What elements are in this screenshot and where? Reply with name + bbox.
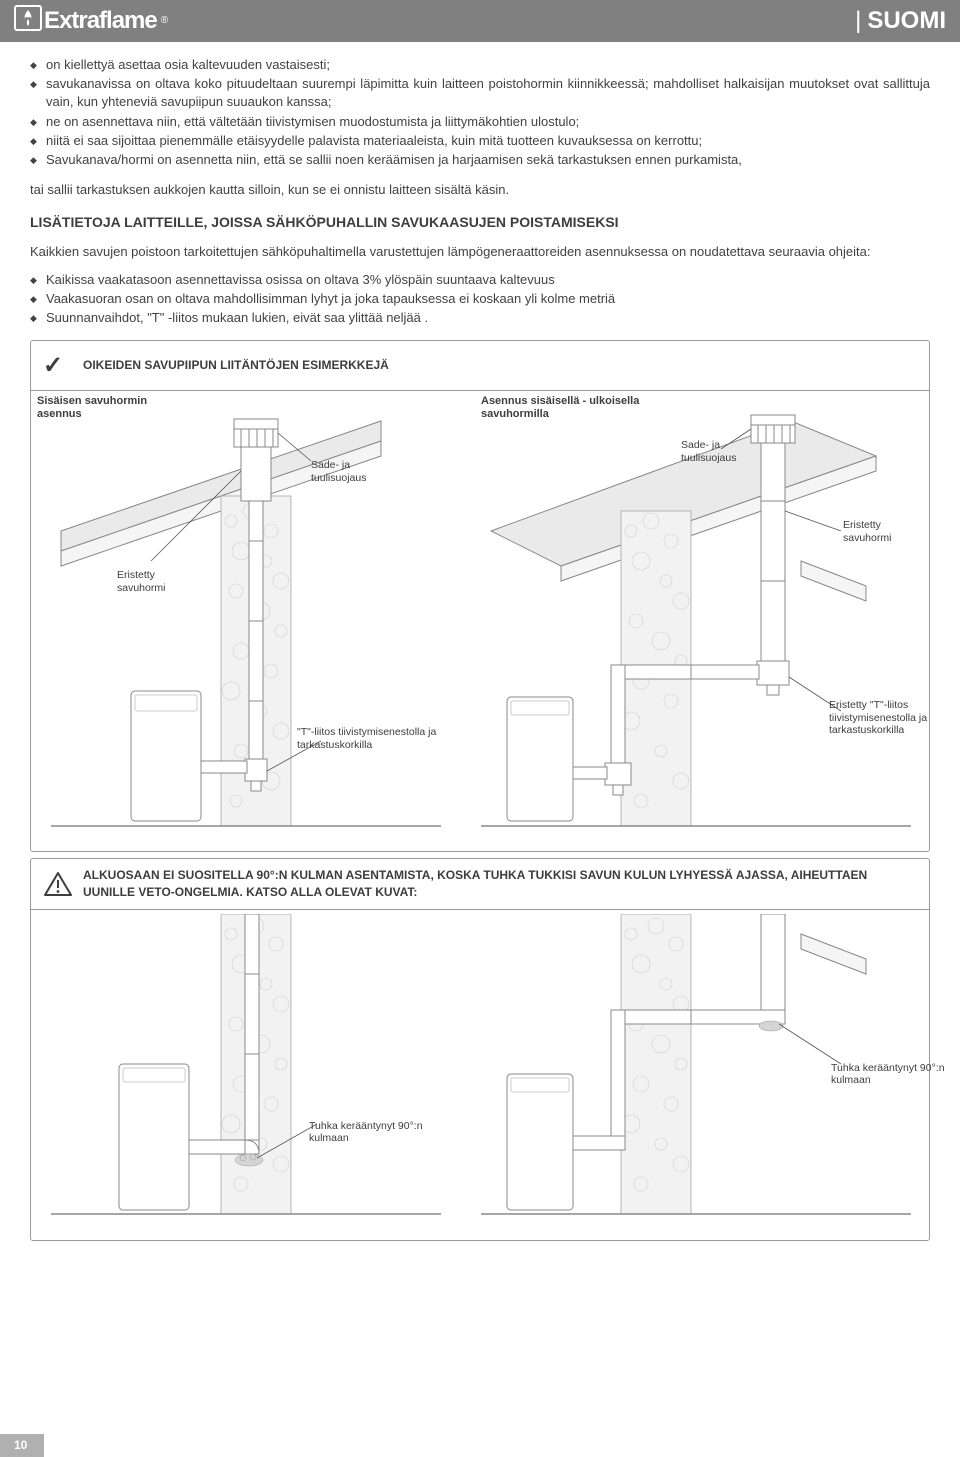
- box-title: OIKEIDEN SAVUPIIPUN LIITÄNTÖJEN ESIMERKK…: [83, 357, 389, 374]
- box-header: ✓ OIKEIDEN SAVUPIIPUN LIITÄNTÖJEN ESIMER…: [31, 341, 929, 392]
- diagram-area-incorrect: Tuhka kerääntynyt 90°:n kulmaan: [31, 910, 929, 1240]
- page-number: 10: [0, 1434, 44, 1457]
- lang-code: SUOMI: [867, 7, 946, 34]
- page-header: Extraflame ® |SUOMI: [0, 0, 960, 42]
- label-ash-2: Tuhka kerääntynyt 90°:n kulmaan: [831, 1062, 951, 1087]
- intro-text: Kaikkien savujen poistoon tarkoitettujen…: [30, 243, 930, 261]
- list-item: savukanavissa on oltava koko pituudeltaa…: [30, 75, 930, 111]
- label-insulated-2: Eristetty savuhormi: [843, 519, 923, 544]
- label-tfitting-2: Eristetty "T"-liitos tiivistymisenestoll…: [829, 699, 959, 737]
- continuation-text: tai sallii tarkastuksen aukkojen kautta …: [30, 181, 930, 199]
- language-indicator: |SUOMI: [855, 4, 946, 38]
- box-header: ALKUOSAAN EI SUOSITELLA 90°:N KULMAN ASE…: [31, 859, 929, 910]
- list-item: on kiellettyä asettaa osia kaltevuuden v…: [30, 56, 930, 74]
- label-insulated-1: Eristetty savuhormi: [117, 569, 197, 594]
- wrong-diagram-left: [31, 914, 461, 1234]
- list-item: Suunnanvaihdot, "T" -liitos mukaan lukie…: [30, 309, 930, 327]
- warning-box: ALKUOSAAN EI SUOSITELLA 90°:N KULMAN ASE…: [30, 858, 930, 1241]
- bullet-list-1: on kiellettyä asettaa osia kaltevuuden v…: [30, 56, 930, 169]
- list-item: Savukanava/hormi on asennetta niin, että…: [30, 151, 930, 169]
- brand-logo: Extraflame ®: [14, 4, 168, 38]
- bullet-list-2: Kaikissa vaakatasoon asennettavissa osis…: [30, 271, 930, 328]
- label-ash-1: Tuhka kerääntynyt 90°:n kulmaan: [309, 1120, 429, 1145]
- diagram-right-svg: [471, 401, 921, 841]
- list-item: Vaakasuoran osan on oltava mahdollisimma…: [30, 290, 930, 308]
- section-heading: LISÄTIETOJA LAITTEILLE, JOISSA SÄHKÖPUHA…: [30, 213, 930, 233]
- list-item: ne on asennettava niin, että vältetään t…: [30, 113, 930, 131]
- list-item: Kaikissa vaakatasoon asennettavissa osis…: [30, 271, 930, 289]
- brand-name: Extraflame: [44, 4, 157, 38]
- warning-title: ALKUOSAAN EI SUOSITELLA 90°:N KULMAN ASE…: [83, 867, 917, 901]
- label-rain-2: Sade- ja tuulisuojaus: [681, 439, 771, 464]
- page-content: on kiellettyä asettaa osia kaltevuuden v…: [0, 42, 960, 1257]
- lang-divider: |: [855, 7, 861, 34]
- warning-icon: [43, 871, 83, 897]
- registered-icon: ®: [161, 14, 168, 28]
- label-rain-1: Sade- ja tuulisuojaus: [311, 459, 401, 484]
- examples-box: ✓ OIKEIDEN SAVUPIIPUN LIITÄNTÖJEN ESIMER…: [30, 340, 930, 853]
- label-tfitting-1: "T"-liitos tiivistymisenestolla ja tarka…: [297, 726, 447, 751]
- list-item: niitä ei saa sijoittaa pienemmälle etäis…: [30, 132, 930, 150]
- check-icon: ✓: [43, 349, 83, 383]
- flame-icon: [14, 5, 42, 36]
- diagram-area-correct: Sisäisen savuhormin asennus Asennus sisä…: [31, 391, 929, 851]
